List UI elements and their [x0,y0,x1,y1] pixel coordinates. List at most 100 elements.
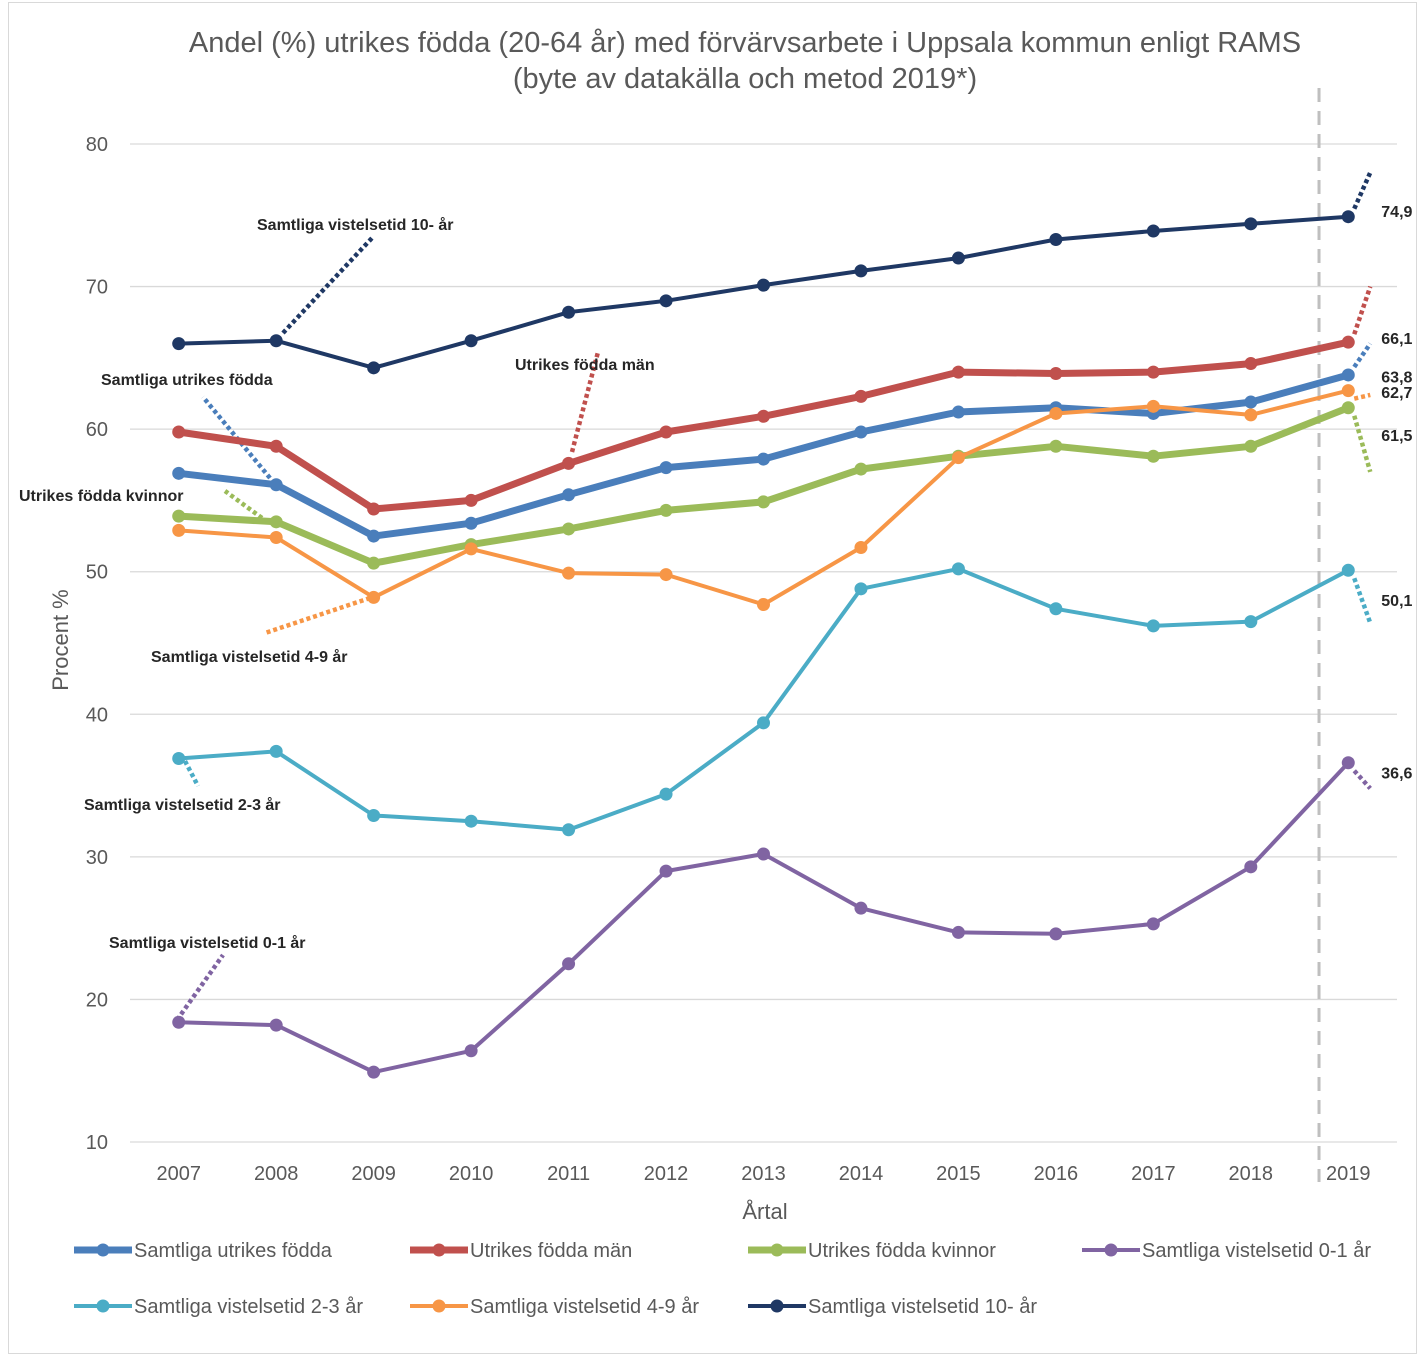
data-point [951,251,965,265]
legend-swatch-marker [1104,1243,1118,1257]
x-tick-label: 2010 [449,1163,494,1185]
end-label-leader [1353,392,1371,401]
data-point [1146,224,1160,238]
data-point [659,568,673,582]
legend-item: Utrikes födda kvinnor [748,1240,996,1262]
data-point [951,562,965,576]
end-label-leader [1352,577,1373,624]
data-point [1244,408,1258,422]
end-value-label: 66,1 [1381,331,1412,348]
data-point [659,425,673,439]
data-point [367,1065,381,1079]
data-point [757,278,770,292]
legend-item: Samtliga vistelsetid 2-3 år [74,1296,363,1318]
data-point [1341,210,1355,224]
end-value-labels: 74,9 66,1 63,862,7 61,5 50,1 36,6 [1381,204,1412,783]
x-tick-label: 2007 [156,1163,201,1185]
data-point [1341,563,1355,577]
data-point [269,334,283,348]
data-point [172,1015,186,1029]
series-line [176,760,1351,1075]
legend-label: Samtliga vistelsetid 4-9 år [470,1296,699,1318]
data-point [659,294,673,308]
legend-item: Utrikes födda män [410,1240,632,1262]
legend-label: Utrikes födda män [470,1240,632,1262]
series-2 [172,401,1355,570]
data-point [464,542,478,556]
series-annotation: Utrikes födda män [515,357,655,374]
series-annotation: Samtliga vistelsetid 4-9 år [151,648,348,666]
series-annotation: Samtliga vistelsetid 0-1 år [109,934,306,952]
data-point [757,847,770,861]
legend-swatch-marker [96,1299,110,1313]
data-point [562,305,576,319]
annotation-leader [183,759,200,788]
data-point [757,495,770,509]
legend-item: Samtliga vistelsetid 4-9 år [410,1296,699,1318]
legend-swatch-marker [432,1243,446,1257]
x-tick-label: 2015 [936,1163,981,1185]
legend-swatch-marker [432,1299,446,1313]
annotation-leader [175,953,225,1022]
series-annotations: Samtliga vistelsetid 10- år Utrikes födda… [19,216,655,952]
data-point [367,590,381,604]
legend-item: Samtliga utrikes födda [74,1240,333,1262]
data-point [854,901,868,915]
data-point [854,264,868,278]
series-1 [172,335,1355,516]
data-point [562,823,576,837]
data-point [1341,368,1355,382]
data-point [1049,233,1063,247]
data-point [172,425,186,439]
data-point [367,556,381,570]
data-point [269,439,283,453]
data-point [269,530,283,544]
annotation-leader [264,595,371,636]
data-point [659,503,673,517]
data-point [1049,406,1063,420]
data-point [172,751,186,765]
end-value-label: 50,1 [1381,593,1412,610]
data-point [269,1018,283,1032]
data-point [562,957,576,971]
data-point [1244,395,1258,409]
data-point [464,814,478,828]
x-tick-label: 2014 [839,1163,884,1185]
data-point [562,522,576,536]
data-series [172,210,1355,1079]
legend-label: Samtliga utrikes födda [134,1240,333,1262]
legend-label: Samtliga vistelsetid 0-1 år [1142,1240,1371,1262]
data-point [854,389,868,403]
data-point [1146,619,1160,633]
x-tick-label: 2018 [1229,1163,1274,1185]
data-point [562,566,576,580]
data-point [367,809,381,823]
data-point [854,540,868,554]
data-point [1244,217,1258,231]
data-point [854,582,868,596]
chart-title: Andel (%) utrikes födda (20-64 år) med f… [189,27,1301,59]
x-tick-label: 2012 [644,1163,689,1185]
chart-subtitle: (byte av datakälla och metod 2019*) [513,63,977,95]
y-axis-ticks: 10 20 30 40 50 60 70 80 [86,134,108,1154]
data-point [757,452,770,466]
data-point [1146,399,1160,413]
data-point [1244,615,1258,629]
x-tick-label: 2019 [1326,1163,1371,1185]
data-point [854,462,868,476]
data-point [562,456,576,470]
data-point [1146,449,1160,463]
data-point [464,516,478,530]
legend: Samtliga utrikes födda Utrikes födda män U… [74,1240,1371,1318]
y-tick-label: 20 [86,989,108,1011]
data-point [562,488,576,502]
series-4 [172,562,1355,837]
data-point [1049,927,1063,941]
y-tick-label: 30 [86,847,108,869]
x-tick-label: 2011 [547,1163,590,1185]
legend-swatch-marker [770,1299,784,1313]
legend-label: Samtliga vistelsetid 10- år [808,1296,1037,1318]
legend-label: Samtliga vistelsetid 2-3 år [134,1296,363,1318]
data-point [951,925,965,939]
series-line [175,404,1352,567]
